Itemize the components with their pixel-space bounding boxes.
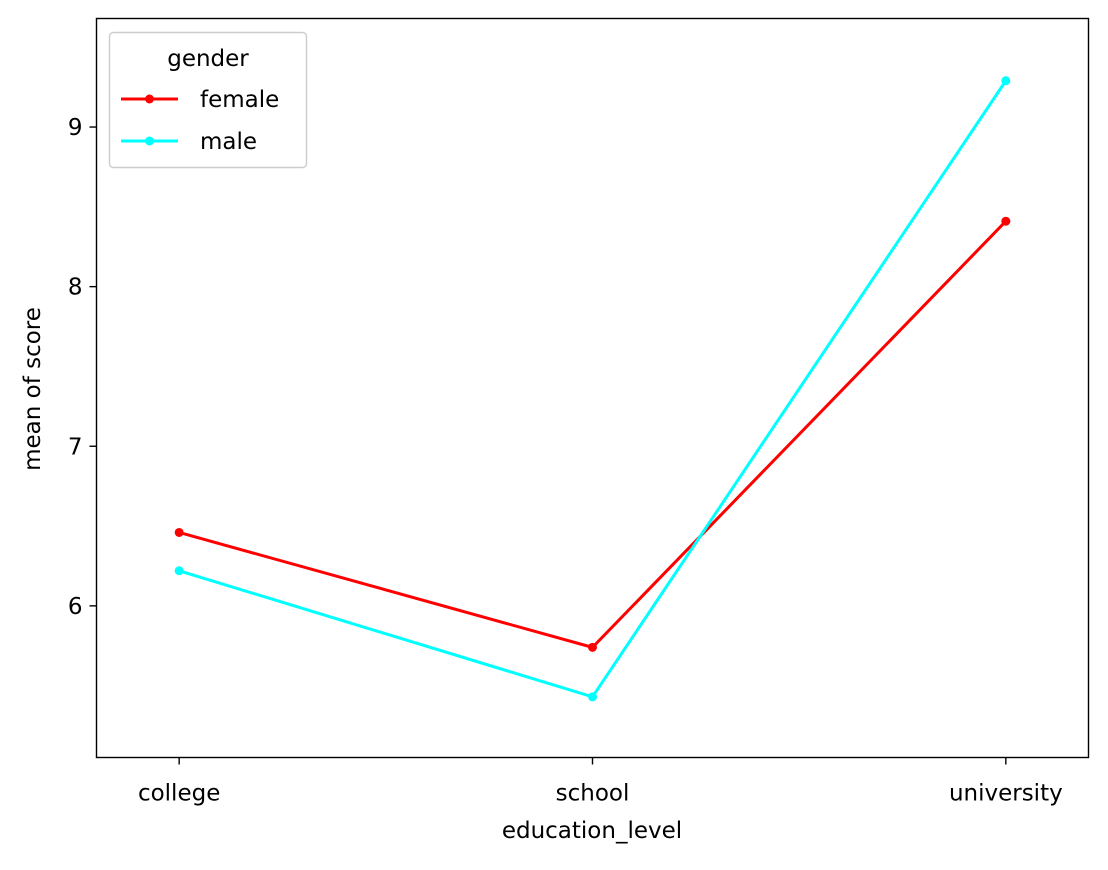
data-point-male <box>174 566 184 576</box>
y-tick-label: 9 <box>68 115 83 141</box>
legend-marker-male <box>145 136 154 146</box>
y-tick-label: 6 <box>68 594 83 620</box>
legend-label-female: female <box>200 87 279 113</box>
legend-title: gender <box>167 46 249 72</box>
x-tick-label: college <box>138 781 220 807</box>
data-point-male <box>1001 76 1011 86</box>
x-axis-ticks: college school university <box>138 757 1063 807</box>
series-layer <box>174 76 1011 702</box>
x-axis-label: education_level <box>502 818 682 844</box>
data-point-female <box>1001 216 1011 226</box>
legend-marker-female <box>145 94 154 104</box>
legend-box <box>108 31 308 169</box>
data-point-female <box>174 527 184 537</box>
y-tick-label: 7 <box>68 434 83 460</box>
legend: gender female male <box>108 31 308 169</box>
legend-label-male: male <box>200 129 257 155</box>
y-tick-label: 8 <box>68 275 83 301</box>
data-point-female <box>588 642 597 652</box>
x-tick-label: school <box>556 781 630 807</box>
y-axis-label: mean of score <box>20 307 46 471</box>
legend-entries: female male <box>121 87 279 155</box>
x-tick-label: university <box>949 781 1063 807</box>
y-axis-ticks: 6 7 8 9 <box>68 115 97 620</box>
data-point-male <box>588 692 597 702</box>
